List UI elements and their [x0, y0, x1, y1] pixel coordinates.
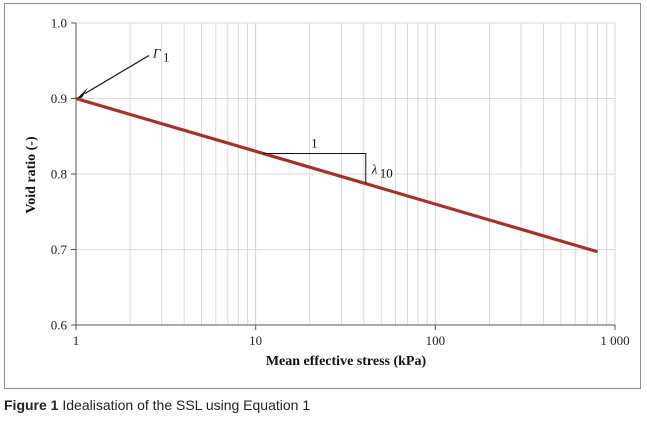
gamma-label: Γ	[152, 46, 161, 61]
slope-run-label: 1	[311, 135, 318, 150]
x-tick-label: 10	[249, 333, 262, 348]
y-tick-label: 0.6	[51, 318, 68, 333]
y-tick-label: 0.8	[51, 167, 67, 182]
tick-labels: 0.6 0.7 0.8 0.9 1.0 1 10 100 1 000	[51, 16, 630, 349]
y-tick-label: 1.0	[51, 16, 67, 31]
ssl-chart: 0.60.70.80.91.01 10 100 1 000 Γ 11λ 10 Mean e…	[24, 16, 630, 370]
axes	[71, 22, 616, 330]
y-tick-label: 0.7	[51, 242, 68, 257]
grid	[76, 22, 616, 325]
series-layer	[75, 96, 599, 254]
caption-text: Idealisation of the SSL using Equation 1	[58, 397, 311, 413]
x-axis-label: Mean effective stress (kPa)	[266, 354, 427, 369]
annotations: Γ 11λ 10	[77, 46, 393, 184]
caption-label: Figure 1	[4, 397, 59, 413]
gamma-subscript: 1	[163, 50, 170, 65]
gamma-arrow-shaft	[84, 54, 150, 95]
slope-lambda-label: λ	[371, 162, 378, 177]
x-tick-label: 1	[73, 333, 80, 348]
slope-triangle	[263, 152, 367, 184]
gamma-arrow-head	[77, 87, 88, 99]
y-axis-label: Void ratio (-)	[24, 136, 39, 214]
x-tick-label: 100	[426, 333, 446, 348]
figure-frame	[4, 3, 641, 389]
ssl-line	[75, 96, 599, 254]
y-tick-label: 0.9	[51, 91, 67, 106]
figure-caption: Figure 1 Idealisation of the SSL using E…	[4, 397, 310, 413]
slope-lambda-subscript: 10	[380, 166, 393, 181]
x-tick-label: 1 000	[600, 333, 629, 348]
